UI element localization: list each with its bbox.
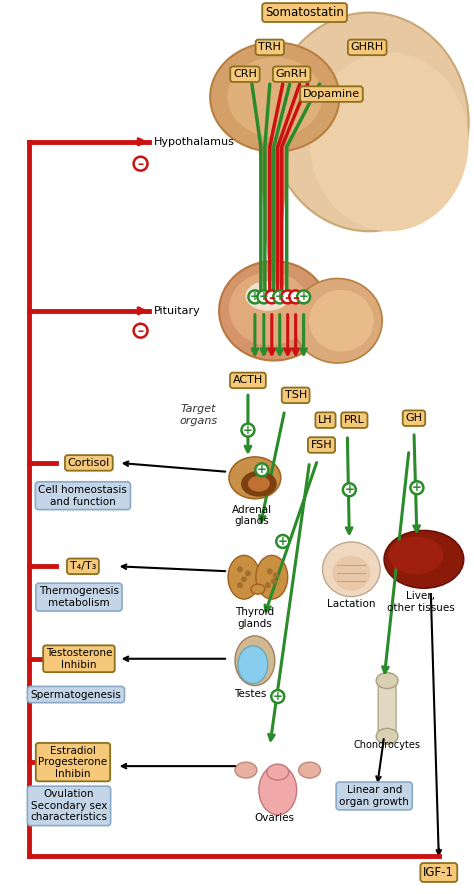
Circle shape [248,291,261,303]
Text: Adrenal
glands: Adrenal glands [232,504,272,527]
Text: Thyroid
glands: Thyroid glands [235,607,274,628]
Ellipse shape [248,476,270,492]
Text: CRH: CRH [233,69,257,80]
Circle shape [273,572,279,578]
Ellipse shape [332,556,370,591]
Ellipse shape [292,279,382,363]
Ellipse shape [229,457,281,499]
Text: –: – [137,325,144,338]
Ellipse shape [235,763,257,778]
Text: Ovaries: Ovaries [255,813,295,822]
Circle shape [237,582,243,588]
Ellipse shape [259,765,297,814]
Ellipse shape [256,555,288,599]
Text: Chondrocytes: Chondrocytes [354,740,420,750]
Text: Pituitary: Pituitary [154,306,200,316]
Circle shape [255,463,268,477]
Text: Target
organs: Target organs [179,404,217,426]
Text: TSH: TSH [284,391,307,401]
Text: –: – [137,158,144,171]
Text: –: – [292,291,299,305]
Text: Cell homeostasis
and function: Cell homeostasis and function [38,485,128,507]
Ellipse shape [241,471,277,497]
Text: IGF-1: IGF-1 [423,866,454,879]
Text: Testes: Testes [234,688,266,698]
Circle shape [245,570,251,577]
Circle shape [265,582,271,588]
Circle shape [281,291,294,303]
Ellipse shape [310,53,469,232]
Text: ACTH: ACTH [233,375,263,385]
Circle shape [237,566,243,572]
Text: Ovulation
Secondary sex
characteristics: Ovulation Secondary sex characteristics [30,789,108,822]
Circle shape [297,291,310,303]
Text: Dopamine: Dopamine [303,89,360,99]
FancyBboxPatch shape [378,678,396,739]
Ellipse shape [235,636,275,686]
Text: Cortisol: Cortisol [68,458,110,468]
Ellipse shape [228,555,260,599]
Text: Estradiol
Progesterone
Inhibin: Estradiol Progesterone Inhibin [38,746,108,779]
Text: –: – [284,291,291,305]
Circle shape [241,577,247,582]
Ellipse shape [238,645,268,684]
Ellipse shape [270,13,469,232]
Circle shape [265,291,278,303]
Ellipse shape [389,536,443,574]
Circle shape [410,481,423,494]
Text: Thermogenesis
metabolism: Thermogenesis metabolism [39,586,119,608]
Text: Linear and
organ growth: Linear and organ growth [339,785,409,806]
Text: Testosterone
Inhibin: Testosterone Inhibin [46,648,112,670]
Text: Lactation: Lactation [327,599,375,609]
Text: Somatostatin: Somatostatin [265,6,344,19]
Ellipse shape [376,729,398,744]
Ellipse shape [299,763,320,778]
Ellipse shape [228,57,322,137]
Circle shape [267,569,273,574]
Text: TRH: TRH [258,42,281,53]
Circle shape [343,484,356,496]
Circle shape [241,424,255,436]
Text: Spermatogenesis: Spermatogenesis [30,689,121,699]
Text: +: + [299,291,309,303]
Text: FSH: FSH [310,440,332,450]
Ellipse shape [229,272,310,346]
Ellipse shape [246,281,290,311]
Text: GH: GH [405,413,422,423]
Circle shape [271,578,277,584]
Text: GnRH: GnRH [276,69,308,80]
Text: Hypothalamus: Hypothalamus [154,137,234,147]
Circle shape [257,291,270,303]
Ellipse shape [267,764,289,780]
Circle shape [276,535,289,548]
Polygon shape [258,142,290,261]
Text: +: + [412,481,422,494]
Text: +: + [275,291,285,303]
Text: +: + [243,424,253,436]
Ellipse shape [376,672,398,688]
Text: Liver,
other tissues: Liver, other tissues [387,591,455,612]
Ellipse shape [384,530,464,588]
Circle shape [271,690,284,703]
Ellipse shape [309,290,374,351]
Text: +: + [259,291,269,303]
Text: +: + [345,484,354,496]
Text: +: + [273,690,283,703]
Text: PRL: PRL [344,415,365,426]
Text: –: – [268,291,275,305]
Text: +: + [278,535,288,548]
Ellipse shape [219,261,328,360]
Circle shape [134,156,147,171]
Ellipse shape [251,584,265,595]
Text: T₄/T₃: T₄/T₃ [70,561,96,571]
Text: LH: LH [318,415,333,426]
Ellipse shape [210,42,339,152]
Circle shape [273,291,286,303]
Circle shape [289,291,302,303]
Ellipse shape [322,542,380,596]
Text: +: + [250,291,260,303]
Text: +: + [257,463,267,477]
Text: GHRH: GHRH [351,42,384,53]
Circle shape [134,324,147,338]
